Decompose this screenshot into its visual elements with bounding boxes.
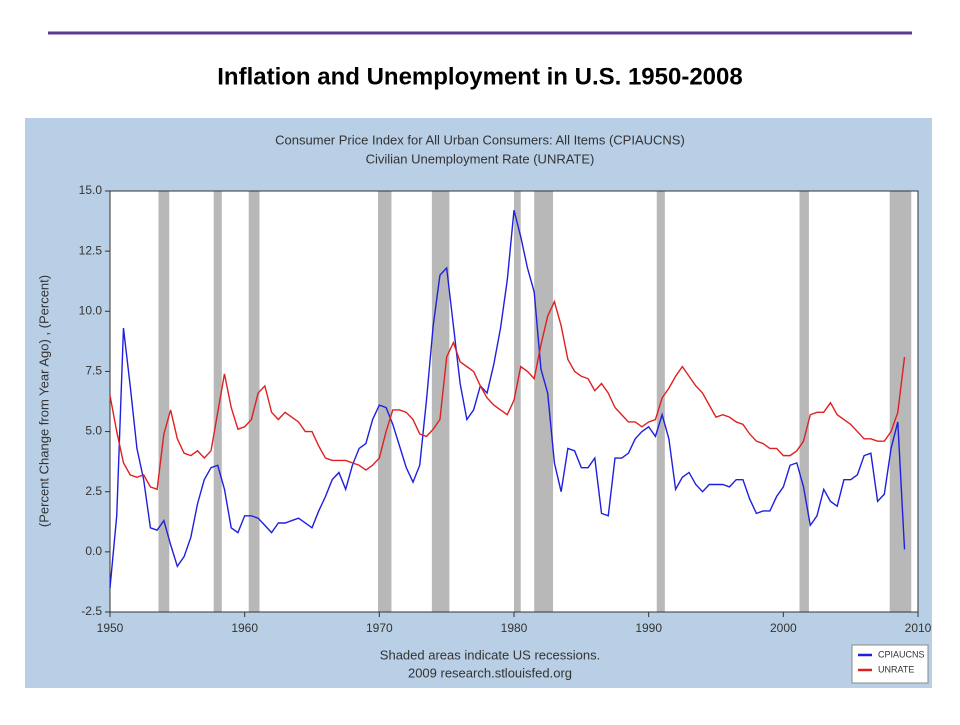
y-tick-label: 0.0 — [85, 544, 102, 558]
series-line — [109, 299, 906, 491]
x-tick-label: 2010 — [905, 621, 932, 635]
recession-band — [534, 191, 554, 612]
y-axis-label: (Percent Change from Year Ago) , (Percen… — [36, 275, 51, 527]
x-tick-label: 2000 — [770, 621, 797, 635]
x-tick-label: 1950 — [97, 621, 124, 635]
x-tick-label: 1980 — [501, 621, 528, 635]
y-tick-label: 15.0 — [79, 183, 103, 197]
chart-subtitle: Civilian Unemployment Rate (UNRATE) — [366, 151, 595, 166]
x-tick-label: 1960 — [231, 621, 258, 635]
x-tick-label: 1970 — [366, 621, 393, 635]
legend-label: CPIAUCNS — [878, 649, 925, 659]
recession-band — [799, 191, 809, 612]
recession-band — [158, 191, 170, 612]
recession-band — [431, 191, 450, 612]
slide-title: Inflation and Unemployment in U.S. 1950-… — [217, 63, 742, 90]
note: Shaded areas indicate US recessions. — [380, 647, 600, 662]
legend-box — [851, 644, 929, 684]
recession-band — [248, 191, 260, 612]
source: 2009 research.stlouisfed.org — [408, 665, 572, 680]
legend-label: UNRATE — [878, 664, 914, 674]
chart-title: Consumer Price Index for All Urban Consu… — [275, 132, 685, 147]
y-tick-label: -2.5 — [81, 604, 102, 618]
y-tick-label: 7.5 — [85, 364, 102, 378]
series-line — [109, 210, 906, 589]
recession-band — [889, 191, 912, 612]
y-tick-label: 12.5 — [79, 243, 103, 257]
x-tick-label: 1990 — [635, 621, 662, 635]
recession-band — [377, 191, 392, 612]
y-tick-label: 10.0 — [79, 303, 103, 317]
recession-band — [213, 191, 222, 612]
y-tick-label: 5.0 — [85, 424, 102, 438]
y-tick-label: 2.5 — [85, 484, 102, 498]
recession-band — [514, 191, 521, 612]
